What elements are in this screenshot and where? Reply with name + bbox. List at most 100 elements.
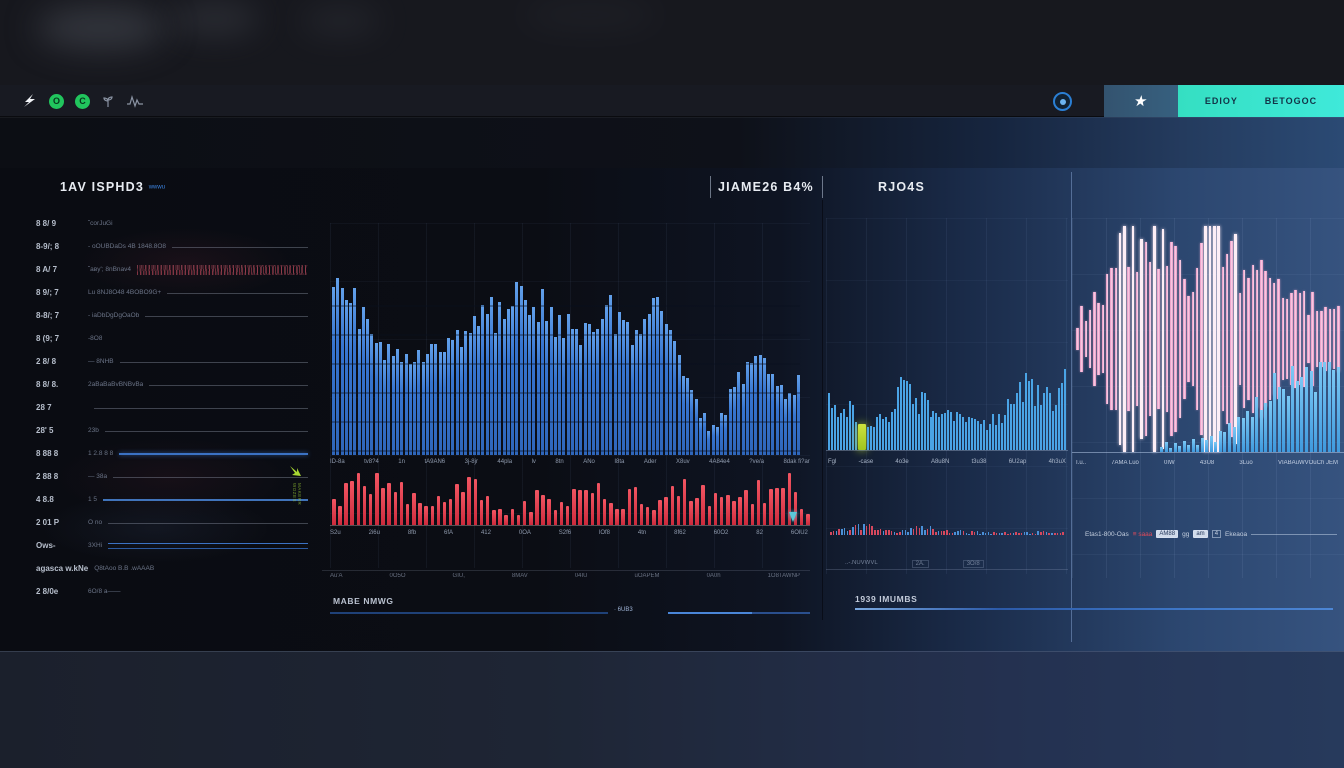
mini-strip-chart[interactable] xyxy=(830,524,1064,535)
red-bar-chart[interactable] xyxy=(332,473,810,525)
bar xyxy=(1051,533,1053,535)
pink-waveform-chart[interactable] xyxy=(1076,226,1340,452)
bar xyxy=(664,324,668,455)
bar xyxy=(681,375,685,455)
bar xyxy=(504,514,508,525)
watchlist-sparkline xyxy=(149,380,308,390)
bar xyxy=(344,483,348,525)
bar xyxy=(1259,409,1263,452)
bar xyxy=(536,321,540,455)
mid-blue-bar-chart[interactable] xyxy=(828,365,1066,450)
bar xyxy=(904,529,907,535)
star-button[interactable]: ★ xyxy=(1104,85,1178,117)
watchlist-sparkline xyxy=(119,449,308,459)
bar xyxy=(545,321,549,455)
c-badge-icon[interactable]: C xyxy=(75,93,90,109)
bar xyxy=(553,336,557,455)
watchlist-row[interactable]: 8 (9; 7 -8O8 xyxy=(36,327,308,350)
bar xyxy=(701,484,705,525)
bar xyxy=(1187,444,1191,452)
bar xyxy=(673,341,677,455)
content-area: 1AV ISPHD3 wwwu JIAME26 B4% RJO4S 8 8/ 9… xyxy=(0,168,1344,651)
bar xyxy=(1291,365,1295,452)
bar xyxy=(1225,253,1229,425)
watchlist-row-label: 2 88 8 xyxy=(36,472,59,481)
watchlist-row[interactable]: 8 88 8 1 2.8 8 8 xyxy=(36,442,308,465)
watchlist-sparkline xyxy=(127,587,308,597)
tick-label: X8uv xyxy=(675,459,690,465)
bar xyxy=(836,416,839,450)
bar xyxy=(1178,259,1182,419)
tick-label: 1n xyxy=(398,459,405,465)
bar xyxy=(937,531,940,535)
center-progress-track[interactable] xyxy=(330,612,608,614)
right-footer-box[interactable]: 4 xyxy=(1211,530,1222,538)
watchlist-row[interactable]: 28 7 xyxy=(36,396,308,419)
watchlist-row[interactable]: 8 A/ 7 ˘aвy'; 8nBnav4 xyxy=(36,258,308,281)
cyan-bar-chart[interactable] xyxy=(1160,362,1340,452)
bar xyxy=(578,489,582,525)
bar xyxy=(890,412,893,450)
eye-icon[interactable] xyxy=(1053,92,1072,111)
watchlist-row[interactable]: 2 01 P O no xyxy=(36,511,308,534)
bottom-band xyxy=(0,651,1344,768)
sparkline-line xyxy=(113,476,308,478)
watchlist-row[interactable]: 8-9/; 8 - oOUBDaDs 4B 1848.8O8 xyxy=(36,235,308,258)
bar xyxy=(570,329,574,455)
watchlist-row[interactable]: 8 8/ 9 ˘corJuGi xyxy=(36,212,308,235)
watchlist-row[interactable]: Ows- 3XHi xyxy=(36,534,308,557)
bar xyxy=(592,332,596,455)
bar xyxy=(1332,309,1336,369)
main-volume-chart[interactable] xyxy=(332,278,800,455)
bar xyxy=(833,404,836,450)
watchlist-sparkline xyxy=(119,219,308,229)
green-arrow-marker[interactable]: MAKERR WOZES xyxy=(288,463,306,505)
watchlist-row[interactable]: agasca w.kNe Q8tAoo B.B .wAAAB xyxy=(36,557,308,580)
bar xyxy=(767,373,771,455)
tick-label: ?ve/a xyxy=(749,459,764,465)
watchlist-row[interactable]: 2 8/ 8 — 8NHB xyxy=(36,350,308,373)
watchlist-row-value: 3XHi xyxy=(88,542,103,549)
teal-marker-icon[interactable] xyxy=(789,512,797,522)
watchlist-row[interactable]: 28' 5 23b xyxy=(36,419,308,442)
watchlist-row[interactable]: 2 88 8 — 38a xyxy=(36,465,308,488)
bar xyxy=(405,504,410,525)
bar xyxy=(676,496,681,525)
bar xyxy=(971,530,973,535)
plant-icon[interactable] xyxy=(101,94,115,108)
bar xyxy=(639,334,643,455)
bar xyxy=(957,531,959,535)
watchlist-row[interactable]: 8-8/; 7 - iaDbDgDgOaOb xyxy=(36,304,308,327)
bar xyxy=(391,356,395,455)
pulse-icon[interactable] xyxy=(126,94,144,108)
watchlist-row[interactable]: 4 8.8 1 5 xyxy=(36,488,308,511)
cta-button-secondary[interactable]: BETOGOC xyxy=(1264,96,1318,106)
bar xyxy=(1200,437,1204,452)
bar xyxy=(656,296,660,455)
bar xyxy=(1020,533,1023,535)
bar xyxy=(1101,305,1105,373)
bar xyxy=(395,348,399,455)
right-footer-badge[interactable]: am xyxy=(1193,530,1208,538)
bar xyxy=(609,502,613,525)
bar xyxy=(522,501,527,525)
bar xyxy=(728,388,732,455)
watchlist-row[interactable]: 8 8/ 8. 2aBaBaBvBNBvBa xyxy=(36,373,308,396)
bar xyxy=(516,514,521,525)
bolt-cursor-icon[interactable] xyxy=(22,93,38,109)
decorative-blob xyxy=(36,6,166,50)
watchlist-row[interactable]: 2 8/0e 6O/8 a—— xyxy=(36,580,308,603)
o-badge-icon[interactable]: O xyxy=(49,93,64,109)
bar xyxy=(1208,226,1212,452)
cta-button-primary[interactable]: EDIOY xyxy=(1204,96,1238,106)
bar xyxy=(447,338,451,455)
watchlist-row[interactable]: 8 9/; 7 Lu 8NJ8O48 4BOBO9G+ xyxy=(36,281,308,304)
bar xyxy=(430,506,434,525)
bar xyxy=(762,357,766,455)
sparkline-line xyxy=(108,522,308,524)
right-footer-badge[interactable]: AM88 xyxy=(1156,530,1179,538)
bar xyxy=(902,379,905,450)
bar xyxy=(992,413,995,450)
watchlist-row-label: 8-8/; 7 xyxy=(36,311,60,320)
